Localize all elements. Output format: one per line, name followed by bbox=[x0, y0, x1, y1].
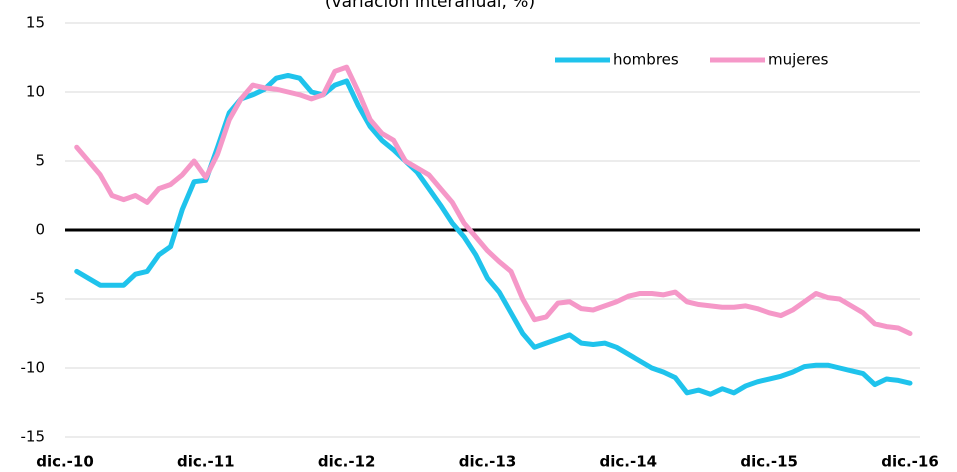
x-tick-label: dic.-10 bbox=[36, 453, 94, 471]
x-tick-label: dic.-15 bbox=[740, 453, 798, 471]
y-tick-label: -15 bbox=[21, 428, 46, 446]
series-line bbox=[74, 72, 913, 397]
chart-subtitle: (variación interanual, %) bbox=[325, 0, 535, 12]
x-tick-label: dic.-16 bbox=[881, 453, 939, 471]
y-tick-label: 10 bbox=[26, 83, 45, 101]
y-tick-label: 5 bbox=[35, 152, 45, 170]
y-tick-label: -5 bbox=[30, 290, 45, 308]
series-line bbox=[74, 64, 913, 336]
x-tick-label: dic.-13 bbox=[459, 453, 517, 471]
y-tick-label: 0 bbox=[35, 221, 45, 239]
y-tick-label: -10 bbox=[21, 359, 46, 377]
y-tick-label: 15 bbox=[26, 14, 45, 32]
legend-label: hombres bbox=[613, 51, 679, 69]
legend-label: mujeres bbox=[768, 51, 829, 69]
x-tick-label: dic.-12 bbox=[318, 453, 376, 471]
x-tick-label: dic.-14 bbox=[600, 453, 658, 471]
x-tick-label: dic.-11 bbox=[177, 453, 235, 471]
